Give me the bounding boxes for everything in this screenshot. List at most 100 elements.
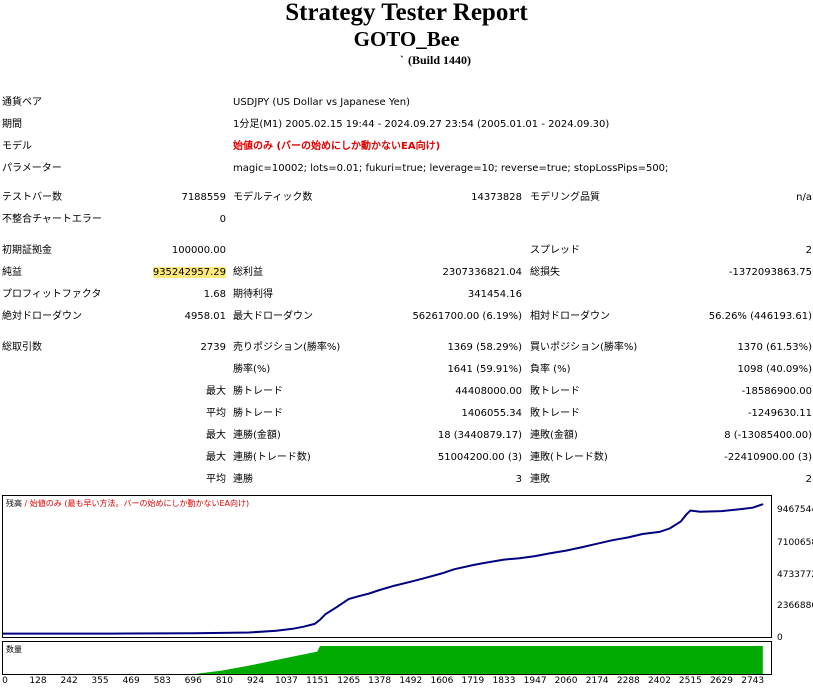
balance-point bbox=[393, 585, 395, 587]
cons-win-trades-value: 51004200.00 (3) bbox=[437, 452, 522, 463]
balance-point bbox=[565, 550, 567, 552]
balance-point bbox=[627, 536, 629, 538]
balance-chart: 残高 / 始値のみ (最も早い方法。バーの始めにしか動かないEA向け) bbox=[2, 495, 772, 638]
errors-value: 0 bbox=[219, 214, 226, 225]
net-profit-value: 935242957.29 bbox=[152, 267, 226, 278]
x-tick-label: 1265 bbox=[337, 676, 361, 686]
spread-label: スプレッド bbox=[530, 245, 580, 256]
x-tick-label: 128 bbox=[29, 676, 47, 686]
volume-chart: 数量 bbox=[2, 641, 772, 675]
gross-loss-value: -1372093863.75 bbox=[728, 267, 812, 278]
profit-factor-label: プロフィットファクタ bbox=[2, 289, 102, 300]
volume-caption: 数量 bbox=[6, 645, 22, 654]
balance-point bbox=[762, 503, 764, 505]
x-tick-label: 1037 bbox=[274, 676, 298, 686]
largest-loss-value: -18586900.00 bbox=[741, 386, 812, 397]
balance-point bbox=[303, 626, 305, 628]
setting-value-parameters: magic=10002; lots=0.01; fukuri=true; lev… bbox=[233, 163, 669, 174]
total-trades-label: 総取引数 bbox=[2, 342, 42, 353]
balance-point bbox=[641, 533, 644, 535]
gross-loss-label: 総損失 bbox=[530, 267, 560, 278]
avg-loss-value: -1249630.11 bbox=[747, 408, 812, 419]
win-rate-value: 1641 (59.91%) bbox=[447, 364, 522, 375]
long-positions-label: 買いポジション(勝率%) bbox=[530, 342, 638, 353]
balance-point bbox=[335, 606, 337, 608]
total-trades-value: 2739 bbox=[200, 342, 226, 353]
deposit-label: 初期証拠金 bbox=[2, 245, 52, 256]
spread-value: 2 bbox=[805, 245, 812, 256]
loss-rate-label: 負率 (%) bbox=[530, 364, 571, 375]
x-tick-label: 810 bbox=[215, 676, 233, 686]
balance-point bbox=[685, 514, 687, 516]
x-tick-label: 583 bbox=[153, 676, 171, 686]
chart-caption-note: (最も早い方法。バーの始めにしか動かないEA向け) bbox=[61, 499, 250, 508]
balance-point bbox=[519, 557, 521, 559]
cons-loss-trades-label: 連敗(トレード数) bbox=[530, 452, 608, 463]
balance-point bbox=[752, 507, 754, 509]
gross-profit-value: 2307336821.04 bbox=[442, 267, 522, 278]
chart-caption-model: 始値のみ bbox=[29, 499, 62, 508]
chart-caption-balance: 残高 bbox=[6, 499, 22, 508]
balance-chart-svg bbox=[3, 503, 764, 635]
setting-value-symbol: USDJPY (US Dollar vs Japanese Yen) bbox=[233, 97, 411, 108]
avg-label-1: 平均 bbox=[206, 408, 226, 419]
balance-point bbox=[357, 595, 359, 597]
cons-loss-money-value: 8 (-13085400.00) bbox=[724, 430, 812, 441]
cons-win-money-value: 18 (3440879.17) bbox=[437, 430, 522, 441]
largest-loss-label: 敗トレード bbox=[530, 386, 580, 397]
balance-point bbox=[483, 562, 485, 564]
max-label-1: 最大 bbox=[206, 386, 226, 397]
balance-point bbox=[658, 531, 661, 533]
errors-label: 不整合チャートエラー bbox=[2, 214, 102, 225]
balance-point bbox=[410, 581, 412, 583]
balance-point bbox=[193, 632, 195, 634]
balance-point bbox=[596, 543, 598, 545]
y-tick-label: 7100658 bbox=[777, 538, 813, 548]
max-label-2: 最大 bbox=[206, 430, 226, 441]
x-tick-label: 1492 bbox=[399, 676, 423, 686]
profit-factor-value: 1.68 bbox=[203, 289, 226, 300]
balance-line bbox=[3, 503, 764, 635]
balance-point bbox=[720, 510, 723, 512]
balance-point bbox=[423, 577, 425, 579]
rel-drawdown-value: 56.26% (446193.61) bbox=[708, 311, 812, 322]
balance-point bbox=[472, 564, 474, 566]
x-tick-label: 696 bbox=[184, 676, 202, 686]
avg-win-label: 勝トレード bbox=[233, 408, 283, 419]
net-profit-label: 純益 bbox=[2, 267, 22, 278]
balance-point bbox=[275, 630, 277, 632]
setting-value-model: 始値のみ (バーの始めにしか動かないEA向け) bbox=[233, 141, 441, 152]
balance-point bbox=[699, 511, 701, 513]
balance-point bbox=[314, 623, 316, 625]
cons-loss-trades-value: -22410900.00 (3) bbox=[724, 452, 812, 463]
x-tick-label: 2743 bbox=[741, 676, 765, 686]
cons-win-trades-label: 連勝(トレード数) bbox=[233, 452, 311, 463]
balance-point bbox=[581, 546, 584, 548]
ticks-label: モデルティック数 bbox=[233, 192, 313, 203]
balance-point bbox=[680, 520, 682, 523]
x-tick-label: 1833 bbox=[492, 676, 516, 686]
gross-profit-label: 総利益 bbox=[233, 267, 263, 278]
largest-win-value: 44408000.00 bbox=[455, 386, 522, 397]
avg-cons-win-value: 3 bbox=[515, 474, 522, 485]
bars-value: 7188559 bbox=[181, 192, 226, 203]
x-tick-label: 242 bbox=[60, 676, 78, 686]
quality-value: n/a bbox=[796, 192, 812, 203]
balance-point bbox=[740, 508, 742, 510]
balance-point bbox=[611, 539, 614, 541]
x-tick-label: 924 bbox=[246, 676, 265, 686]
expert-name: GOTO_Bee bbox=[353, 27, 460, 51]
balance-point bbox=[292, 628, 294, 630]
avg-cons-win-label: 連勝 bbox=[233, 474, 253, 485]
x-tick-label: 2629 bbox=[710, 676, 733, 686]
balance-point bbox=[534, 555, 536, 557]
avg-loss-label: 敗トレード bbox=[530, 408, 580, 419]
setting-label-period: 期間 bbox=[2, 119, 22, 130]
x-tick-label: 2402 bbox=[648, 676, 671, 686]
y-tick-label: 0 bbox=[777, 633, 783, 643]
volume-chart-svg bbox=[194, 646, 763, 674]
balance-point bbox=[248, 631, 250, 634]
expected-payoff-label: 期待利得 bbox=[233, 289, 273, 300]
x-tick-label: 355 bbox=[91, 676, 109, 686]
